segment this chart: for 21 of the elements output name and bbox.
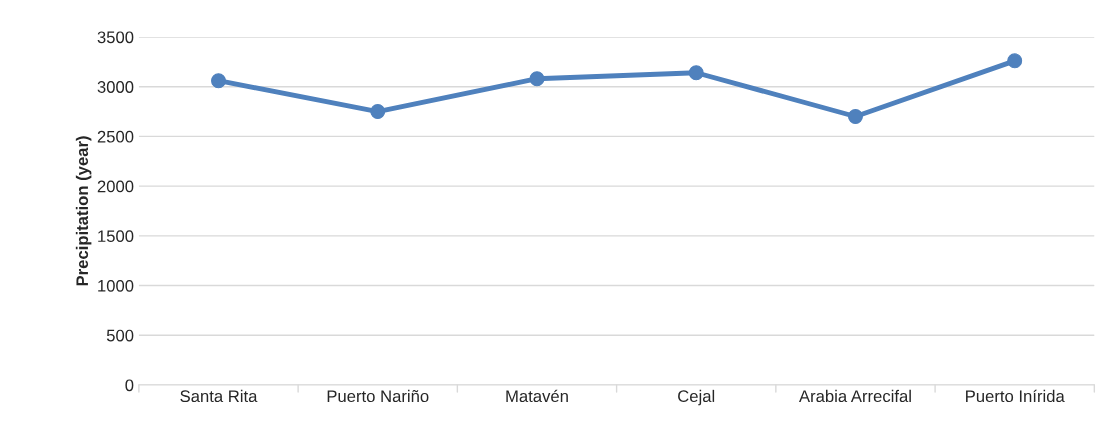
point bbox=[370, 104, 386, 120]
y-tick-label: 3000 bbox=[97, 81, 134, 93]
y-tick-label: 1000 bbox=[98, 279, 134, 292]
x-tick-label: Cejal bbox=[678, 389, 715, 406]
y-tick-label: 3500 bbox=[97, 31, 134, 44]
x-tick-label: Santa Rita bbox=[180, 389, 258, 403]
point bbox=[529, 71, 545, 87]
point bbox=[848, 109, 863, 124]
y-tick-label: 2000 bbox=[97, 180, 134, 193]
point bbox=[1007, 53, 1023, 69]
y-axis-title: Precipitation (year) bbox=[75, 136, 92, 286]
y-tick-label: 500 bbox=[106, 329, 134, 342]
x-tick-label: Puerto Nariño bbox=[327, 389, 429, 403]
x-tick-label: Matavén bbox=[506, 389, 568, 403]
point bbox=[211, 73, 226, 89]
y-tick-label: 1500 bbox=[98, 230, 134, 243]
x-tick-label: Arabia Arrecifal bbox=[799, 389, 911, 403]
point bbox=[688, 65, 704, 81]
y-tick-label: 0 bbox=[125, 379, 134, 392]
x-tick-label: Puerto Inírida bbox=[966, 389, 1065, 403]
y-tick-label: 2500 bbox=[97, 130, 134, 143]
